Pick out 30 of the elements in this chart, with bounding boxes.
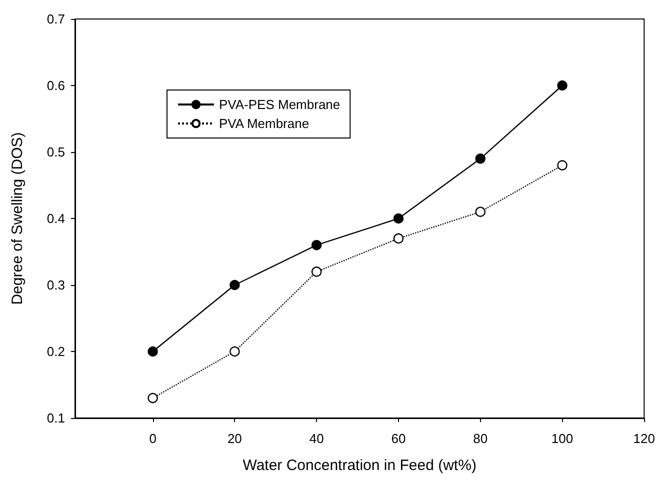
point — [230, 280, 240, 290]
point — [311, 240, 322, 250]
x-tick-label: 120 — [633, 431, 656, 446]
point — [148, 346, 158, 357]
x-tick-label: 100 — [551, 431, 574, 446]
x-tick-label: 0 — [149, 431, 156, 446]
x-tick-label: 40 — [309, 431, 324, 446]
y-tick-label: 0.4 — [46, 211, 65, 226]
y-tick-label: 0.5 — [46, 144, 65, 160]
point — [475, 154, 486, 164]
point — [475, 206, 486, 217]
x-tick-label: 60 — [391, 431, 406, 446]
point — [311, 266, 322, 277]
legend-label: PVA-PES Membrane — [219, 97, 340, 112]
y-tick-label: 0.7 — [46, 12, 65, 26]
y-tick-label: 0.6 — [46, 78, 65, 93]
point — [393, 213, 404, 224]
y-axis-title: Degree of Swelling (DOS) — [9, 132, 26, 305]
y-tick-label: 0.3 — [46, 278, 65, 292]
point — [557, 80, 568, 91]
point — [230, 346, 240, 357]
y-tick-label: 0.1 — [46, 410, 65, 426]
point — [148, 392, 158, 404]
y-tick-label: 0.2 — [46, 344, 65, 359]
x-tick-label: 20 — [227, 431, 242, 446]
legend-label: PVA Membrane — [219, 116, 310, 131]
x-tick-label: 80 — [473, 431, 488, 446]
point — [393, 233, 404, 244]
point — [557, 160, 568, 170]
x-axis-title: Water Concentration in Feed (wt%) — [242, 457, 476, 474]
